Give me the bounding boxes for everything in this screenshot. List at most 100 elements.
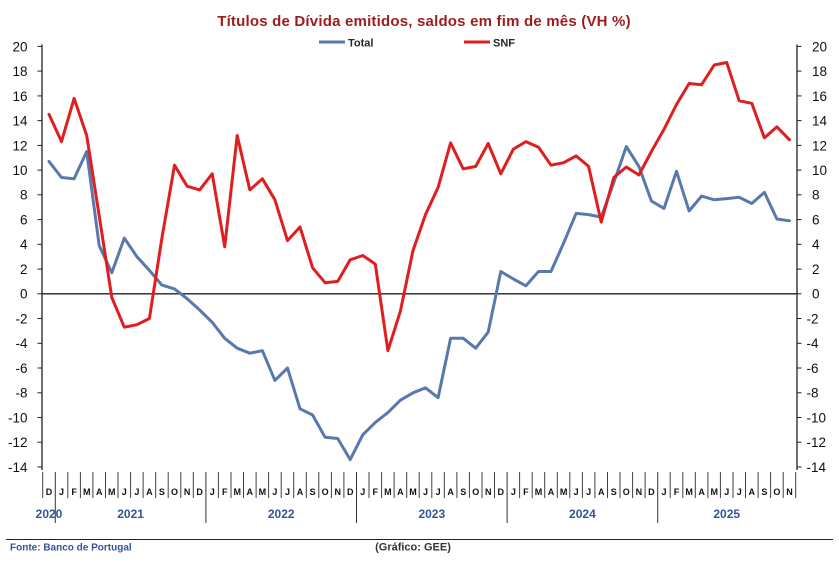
svg-text:S: S <box>310 487 316 497</box>
svg-text:J: J <box>661 487 666 497</box>
svg-text:M: M <box>233 487 241 497</box>
svg-text:J: J <box>436 487 441 497</box>
svg-text:J: J <box>360 487 365 497</box>
svg-text:2022: 2022 <box>268 507 295 521</box>
svg-text:12: 12 <box>812 138 827 153</box>
svg-text:O: O <box>773 487 780 497</box>
svg-text:2023: 2023 <box>418 507 445 521</box>
svg-text:S: S <box>460 487 466 497</box>
svg-text:O: O <box>472 487 479 497</box>
svg-text:0: 0 <box>812 287 820 302</box>
svg-text:J: J <box>423 487 428 497</box>
svg-text:M: M <box>535 487 543 497</box>
svg-text:N: N <box>184 487 191 497</box>
svg-text:J: J <box>59 487 64 497</box>
svg-text:14: 14 <box>12 114 28 129</box>
svg-text:J: J <box>574 487 579 497</box>
svg-text:A: A <box>146 487 153 497</box>
svg-text:D: D <box>196 487 203 497</box>
svg-text:6: 6 <box>20 213 28 228</box>
svg-text:J: J <box>272 487 277 497</box>
svg-text:J: J <box>724 487 729 497</box>
svg-text:J: J <box>285 487 290 497</box>
svg-text:20: 20 <box>12 39 27 54</box>
svg-text:A: A <box>397 487 404 497</box>
svg-text:-4: -4 <box>15 336 27 351</box>
svg-text:A: A <box>548 487 555 497</box>
svg-text:A: A <box>598 487 605 497</box>
svg-text:2021: 2021 <box>117 507 144 521</box>
svg-text:S: S <box>159 487 165 497</box>
svg-text:6: 6 <box>812 213 820 228</box>
svg-text:Fonte: Banco de Portugal: Fonte: Banco de Portugal <box>10 543 132 554</box>
svg-text:12: 12 <box>12 138 27 153</box>
svg-text:8: 8 <box>812 188 820 203</box>
svg-text:8: 8 <box>20 188 28 203</box>
svg-text:4: 4 <box>812 237 820 252</box>
svg-text:J: J <box>511 487 516 497</box>
svg-text:-12: -12 <box>8 435 28 450</box>
svg-text:-10: -10 <box>807 410 827 425</box>
svg-text:-2: -2 <box>15 311 27 326</box>
svg-text:D: D <box>46 487 53 497</box>
svg-text:A: A <box>749 487 756 497</box>
svg-text:D: D <box>498 487 505 497</box>
svg-text:A: A <box>447 487 454 497</box>
svg-text:O: O <box>322 487 329 497</box>
svg-text:A: A <box>297 487 304 497</box>
svg-text:20: 20 <box>812 39 827 54</box>
svg-text:-8: -8 <box>15 386 27 401</box>
svg-text:2024: 2024 <box>569 507 596 521</box>
svg-text:J: J <box>586 487 591 497</box>
svg-text:0: 0 <box>20 287 28 302</box>
svg-text:A: A <box>247 487 254 497</box>
svg-text:F: F <box>373 487 379 497</box>
svg-text:10: 10 <box>12 163 27 178</box>
svg-text:M: M <box>409 487 417 497</box>
svg-text:18: 18 <box>812 64 827 79</box>
svg-text:M: M <box>384 487 392 497</box>
svg-text:N: N <box>485 487 492 497</box>
svg-text:F: F <box>674 487 680 497</box>
svg-text:N: N <box>636 487 643 497</box>
svg-text:A: A <box>96 487 103 497</box>
svg-text:S: S <box>611 487 617 497</box>
svg-text:O: O <box>623 487 630 497</box>
svg-text:J: J <box>210 487 215 497</box>
svg-text:Total: Total <box>348 38 373 50</box>
svg-text:F: F <box>523 487 529 497</box>
svg-text:14: 14 <box>812 114 828 129</box>
svg-text:J: J <box>122 487 127 497</box>
svg-text:M: M <box>710 487 718 497</box>
svg-text:D: D <box>648 487 655 497</box>
svg-text:M: M <box>560 487 568 497</box>
svg-text:M: M <box>685 487 693 497</box>
svg-text:18: 18 <box>12 64 27 79</box>
svg-text:Títulos de Dívida emitidos, sa: Títulos de Dívida emitidos, saldos em fi… <box>217 13 631 30</box>
svg-text:-6: -6 <box>15 361 27 376</box>
svg-text:2020: 2020 <box>36 507 63 521</box>
svg-text:(Gráfico: GEE): (Gráfico: GEE) <box>375 542 451 554</box>
svg-text:O: O <box>171 487 178 497</box>
svg-text:-12: -12 <box>807 435 827 450</box>
svg-text:N: N <box>786 487 793 497</box>
svg-text:M: M <box>108 487 116 497</box>
svg-text:2025: 2025 <box>713 507 740 521</box>
svg-text:10: 10 <box>812 163 827 178</box>
svg-text:N: N <box>334 487 341 497</box>
svg-text:A: A <box>698 487 705 497</box>
svg-text:D: D <box>347 487 354 497</box>
svg-text:S: S <box>761 487 767 497</box>
svg-text:2: 2 <box>812 262 820 277</box>
svg-text:-4: -4 <box>807 336 819 351</box>
svg-text:F: F <box>71 487 77 497</box>
svg-text:4: 4 <box>20 237 28 252</box>
svg-text:16: 16 <box>12 89 27 104</box>
svg-text:J: J <box>134 487 139 497</box>
svg-text:J: J <box>737 487 742 497</box>
svg-text:-2: -2 <box>807 311 819 326</box>
svg-text:-8: -8 <box>807 386 819 401</box>
svg-text:SNF: SNF <box>493 38 515 50</box>
svg-text:F: F <box>222 487 228 497</box>
svg-text:2: 2 <box>20 262 28 277</box>
